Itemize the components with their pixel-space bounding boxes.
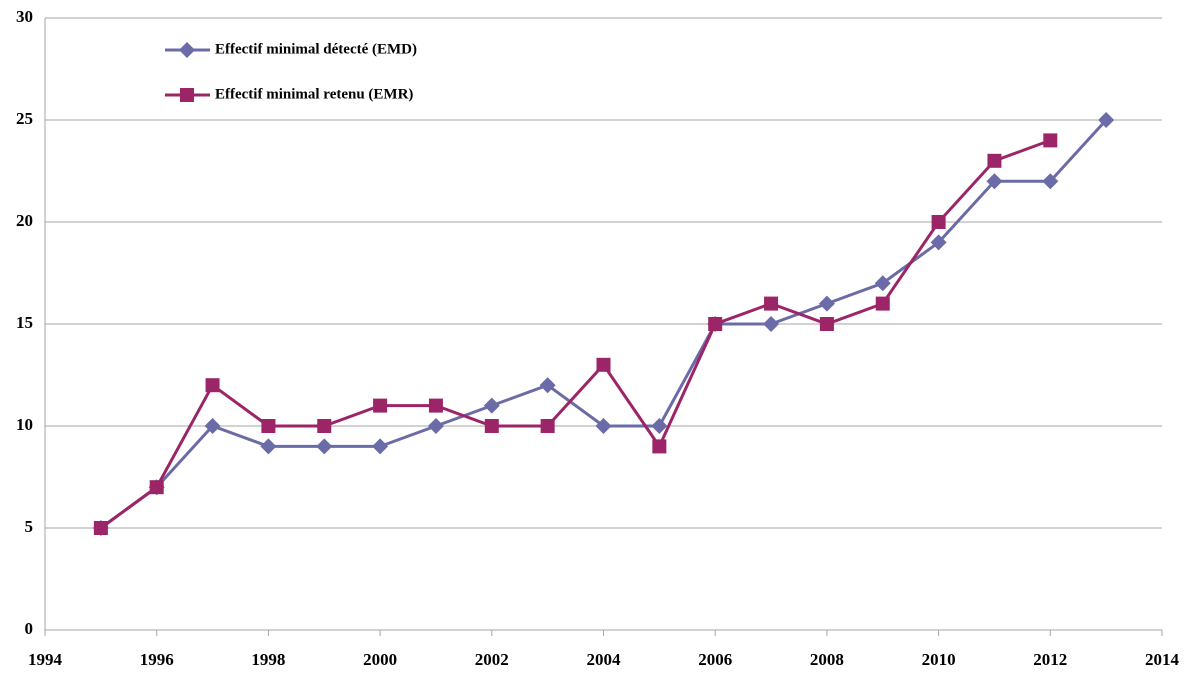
data-point xyxy=(484,419,499,433)
data-point xyxy=(540,419,555,433)
y-tick-label: 30 xyxy=(16,7,33,26)
y-tick-label: 20 xyxy=(16,211,33,230)
x-tick-label: 2004 xyxy=(587,650,622,669)
data-point xyxy=(1098,112,1115,128)
y-tick-label: 0 xyxy=(25,619,34,638)
x-tick-label: 1998 xyxy=(251,650,285,669)
y-tick-label: 15 xyxy=(16,313,33,332)
data-point xyxy=(316,438,333,455)
data-point xyxy=(260,438,277,455)
data-point xyxy=(317,419,332,433)
data-point xyxy=(428,398,443,413)
data-point xyxy=(483,397,500,414)
y-tick-label: 10 xyxy=(16,415,33,434)
y-tick-label: 5 xyxy=(25,517,34,536)
x-tick-label: 2014 xyxy=(1145,650,1180,669)
data-point xyxy=(651,418,668,434)
data-point xyxy=(930,234,947,251)
data-point xyxy=(595,418,612,434)
x-tick-label: 1994 xyxy=(28,650,63,669)
y-tick-label: 25 xyxy=(16,109,33,128)
data-point xyxy=(987,153,1002,168)
x-tick-label: 1996 xyxy=(140,650,174,669)
data-point xyxy=(986,173,1003,190)
legend-marker xyxy=(179,42,195,58)
data-point xyxy=(93,521,108,535)
data-point xyxy=(372,438,389,455)
data-point xyxy=(708,317,723,331)
data-point xyxy=(1042,173,1059,190)
data-point xyxy=(261,419,276,433)
data-point xyxy=(875,296,890,311)
data-point xyxy=(764,296,779,311)
x-tick-label: 2010 xyxy=(922,650,956,669)
data-point xyxy=(539,377,556,394)
x-tick-label: 2002 xyxy=(475,650,509,669)
data-point xyxy=(373,398,388,413)
data-point xyxy=(427,418,444,434)
data-point xyxy=(205,378,220,393)
data-point xyxy=(819,317,834,331)
series-line xyxy=(99,138,1051,530)
data-point xyxy=(931,215,946,229)
data-point xyxy=(204,418,221,434)
data-point xyxy=(1043,133,1058,148)
data-point xyxy=(818,295,835,312)
legend-marker xyxy=(180,88,194,102)
data-point xyxy=(149,480,164,495)
legend-label: Effectif minimal détecté (EMD) xyxy=(215,41,417,57)
data-point xyxy=(596,357,611,372)
legend-label: Effectif minimal retenu (EMR) xyxy=(215,86,413,102)
data-point xyxy=(652,439,667,454)
data-point xyxy=(763,316,780,332)
x-tick-label: 2006 xyxy=(698,650,732,669)
x-tick-label: 2008 xyxy=(810,650,844,669)
data-point xyxy=(874,275,891,292)
x-tick-label: 2012 xyxy=(1033,650,1067,669)
x-tick-label: 2000 xyxy=(363,650,397,669)
